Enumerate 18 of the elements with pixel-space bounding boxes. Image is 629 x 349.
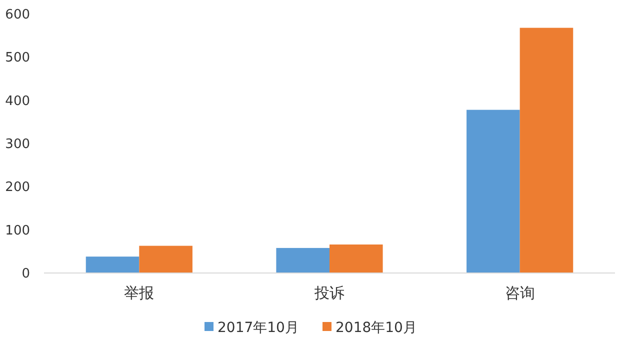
x-tick-label: 举报 — [124, 284, 154, 302]
bar — [520, 28, 574, 273]
bar — [330, 244, 383, 273]
y-tick-label: 0 — [22, 266, 30, 282]
bar — [86, 256, 140, 273]
y-tick-label: 400 — [5, 94, 30, 109]
legend-label: 2017年10月 — [218, 320, 299, 336]
y-tick-label: 500 — [5, 50, 30, 66]
bar — [276, 248, 330, 273]
x-tick-label: 投诉 — [314, 284, 344, 302]
y-tick-label: 600 — [5, 8, 30, 23]
y-tick-label: 100 — [5, 223, 30, 238]
y-tick-label: 300 — [5, 137, 30, 152]
bar — [466, 110, 520, 273]
bar — [139, 246, 192, 273]
legend-label: 2018年10月 — [336, 320, 417, 336]
x-tick-label: 咨询 — [504, 284, 535, 302]
y-tick-label: 200 — [5, 180, 30, 196]
